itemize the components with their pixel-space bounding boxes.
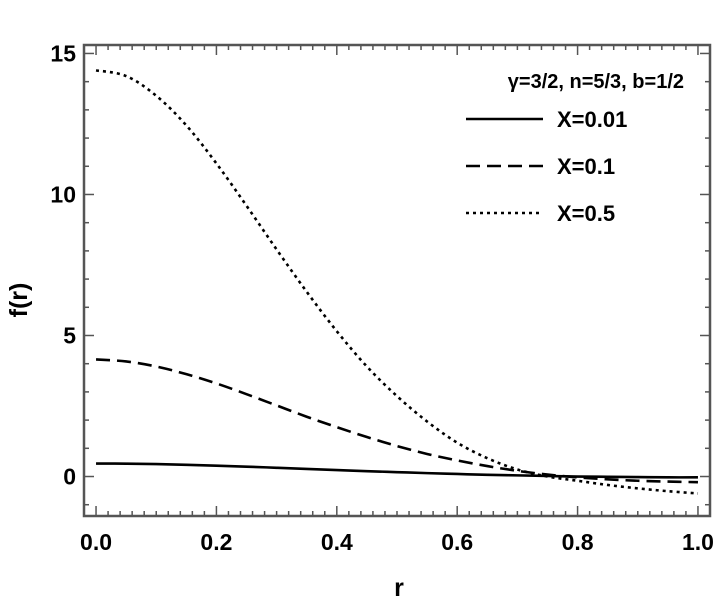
y-tick-label: 0 [63,464,76,490]
legend-label-2: X=0.1 [557,154,615,179]
axis-ticks [84,45,710,516]
x-tick-label: 0.2 [200,529,232,555]
y-tick-label: 10 [50,181,76,207]
y-axis-title: f(r) [5,283,33,318]
y-tick-label: 5 [63,322,76,348]
x-tick-label: 0.4 [321,529,353,555]
x-tick-label: 0.0 [80,529,112,555]
series-line-1 [96,462,698,479]
x-axis-title: r [394,574,404,602]
legend: γ=3/2, n=5/3, b=1/2 X=0.01 X=0.1 X=0.5 [466,71,684,226]
legend-label-3: X=0.5 [557,201,615,226]
x-tick-label: 0.6 [441,529,473,555]
x-tick-label: 0.8 [562,529,594,555]
legend-title: γ=3/2, n=5/3, b=1/2 [508,71,684,93]
axis-tick-labels: 0.0 0.2 0.4 0.6 0.8 1.0 0 5 10 15 [50,40,714,555]
y-tick-label: 15 [50,40,76,66]
x-tick-label: 1.0 [682,529,714,555]
legend-label-1: X=0.01 [557,107,627,132]
series-lines [95,69,699,495]
